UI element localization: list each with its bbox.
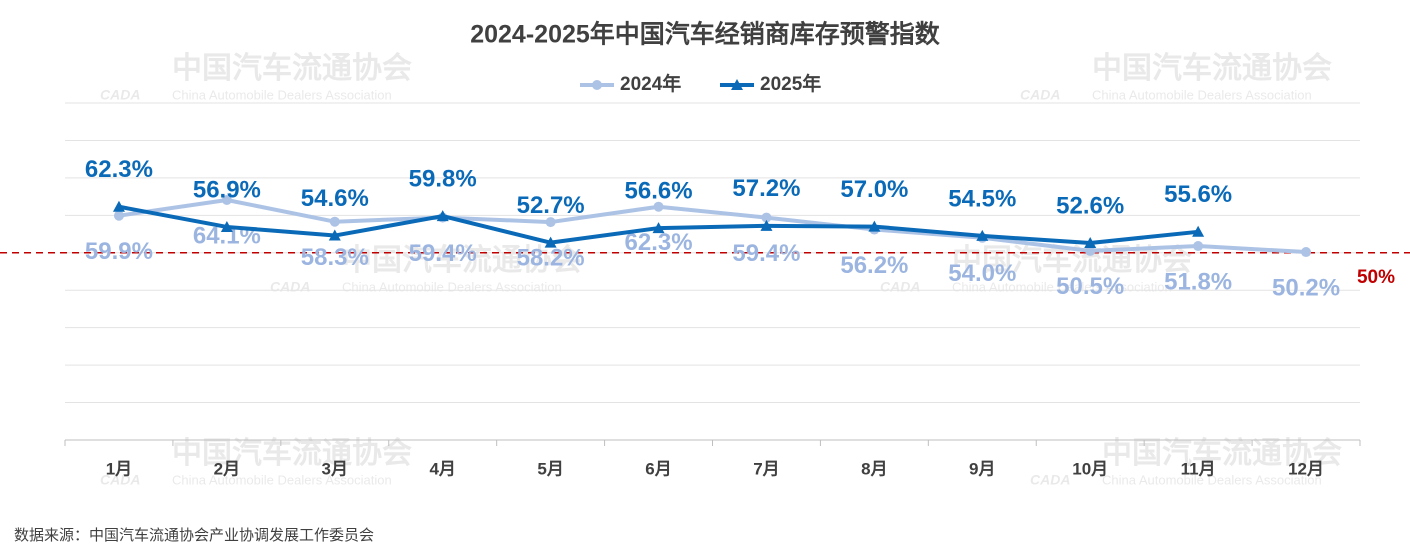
- watermark-name: 中国汽车流通协会: [172, 436, 412, 470]
- data-label: 62.3%: [85, 156, 153, 183]
- x-tick-label: 10月: [1072, 459, 1108, 478]
- x-tick-label: 11月: [1181, 459, 1216, 478]
- legend-label: 2025年: [760, 72, 821, 95]
- data-label: 50.2%: [1272, 274, 1340, 301]
- data-label: 56.6%: [625, 177, 693, 204]
- x-tick-label: 12月: [1288, 459, 1324, 478]
- point: [544, 236, 557, 248]
- point: [436, 210, 449, 222]
- x-tick-label: 2月: [214, 459, 240, 478]
- point: [652, 222, 665, 234]
- data-label: 51.8%: [1164, 268, 1232, 295]
- point: [653, 201, 664, 212]
- point: [329, 216, 340, 227]
- legend-label: 2024年: [620, 72, 681, 95]
- x-tick-label: 9月: [969, 459, 995, 478]
- point: [760, 219, 773, 231]
- watermark-logo: CADA: [880, 279, 920, 295]
- series-line: [118, 197, 1307, 255]
- x-tick-label: 6月: [645, 459, 671, 478]
- data-label: 54.6%: [301, 185, 369, 212]
- watermark-logo: CADA: [100, 87, 140, 103]
- watermark-logo: CADA: [1030, 472, 1070, 488]
- watermark-logo: CADA: [1020, 87, 1060, 103]
- data-label: 56.9%: [193, 176, 261, 203]
- x-tick-label: 7月: [753, 459, 779, 478]
- watermark-name: 中国汽车流通协会: [172, 51, 412, 85]
- watermark-english: China Automobile Dealers Association: [1102, 472, 1322, 487]
- watermark: CADA 中国汽车流通协会 China Automobile Dealers Ass…: [100, 51, 412, 103]
- data-label: 62.3%: [625, 229, 693, 256]
- point: [1193, 241, 1204, 252]
- legend-marker: [731, 79, 743, 90]
- data-label: 56.2%: [840, 252, 908, 279]
- point: [328, 229, 341, 241]
- watermark-name: 中国汽车流通协会: [342, 243, 582, 277]
- data-label: 59.8%: [409, 165, 477, 192]
- point: [761, 212, 772, 223]
- point: [1084, 237, 1097, 249]
- data-label: 54.0%: [948, 260, 1016, 287]
- data-label: 57.2%: [732, 175, 800, 202]
- watermark: CADA 中国汽车流通协会 China Automobile Dealers Ass…: [100, 436, 412, 488]
- data-label: 59.4%: [732, 240, 800, 267]
- data-label: 50.5%: [1056, 273, 1124, 300]
- data-label: 54.5%: [948, 185, 1016, 212]
- x-tick-label: 1月: [106, 459, 132, 478]
- data-label: 55.6%: [1164, 181, 1232, 208]
- legend-marker: [592, 80, 602, 90]
- watermark-english: China Automobile Dealers Association: [172, 472, 392, 487]
- watermark-name: 中国汽车流通协会: [1102, 436, 1342, 470]
- watermark-english: China Automobile Dealers Association: [342, 279, 562, 294]
- data-label: 52.6%: [1056, 192, 1124, 219]
- data-label: 52.7%: [517, 192, 585, 219]
- point: [1085, 245, 1096, 256]
- chart-title: 2024-2025年中国汽车经销商库存预警指数: [470, 20, 941, 49]
- point: [1301, 247, 1312, 258]
- data-label: 58.2%: [517, 244, 585, 271]
- x-tick-label: 4月: [429, 459, 455, 478]
- point: [1192, 225, 1205, 237]
- data-label: 57.0%: [840, 176, 908, 203]
- data-label: 58.3%: [301, 244, 369, 271]
- x-tick-label: 3月: [322, 459, 348, 478]
- watermark-english: China Automobile Dealers Association: [1092, 87, 1312, 102]
- watermark: CADA 中国汽车流通协会 China Automobile Dealers Ass…: [1020, 51, 1332, 103]
- watermark-english: China Automobile Dealers Association: [172, 87, 392, 102]
- point: [113, 210, 124, 221]
- watermark: CADA 中国汽车流通协会 China Automobile Dealers Ass…: [1030, 436, 1342, 488]
- point: [112, 200, 125, 212]
- data-label: 59.4%: [409, 240, 477, 267]
- x-tick-label: 8月: [861, 459, 887, 478]
- x-tick-label: 5月: [537, 459, 563, 478]
- point: [220, 220, 233, 232]
- point: [868, 220, 881, 232]
- watermark-logo: CADA: [100, 472, 140, 488]
- source-note: 数据来源：中国汽车流通协会产业协调发展工作委员会: [14, 527, 374, 544]
- reference-label: 50%: [1357, 267, 1395, 288]
- watermark-name: 中国汽车流通协会: [1092, 51, 1332, 85]
- data-label: 59.9%: [85, 238, 153, 265]
- point: [976, 229, 989, 241]
- point: [221, 194, 232, 205]
- watermark-logo: CADA: [270, 279, 310, 295]
- point: [545, 217, 556, 228]
